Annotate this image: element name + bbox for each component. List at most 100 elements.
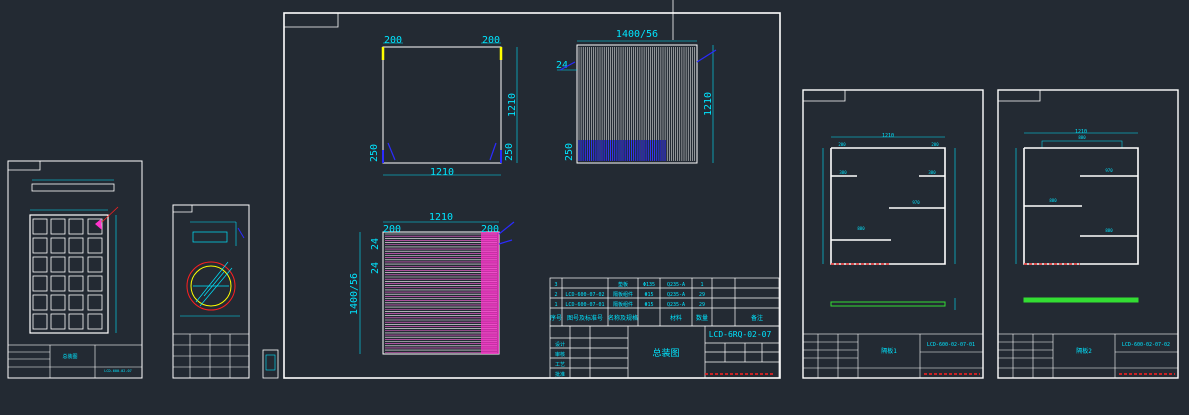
bom-cell-qty: 29 <box>699 292 705 298</box>
sheet-right-2-dim-b: 970 <box>1105 168 1113 173</box>
plate-bottom-dim-left: 200 <box>383 224 401 235</box>
title-label-1: 审核 <box>555 351 565 358</box>
bom-header-name: 名称及规格 <box>608 314 638 322</box>
bom-cell-spec: Φ15 <box>644 292 653 298</box>
sheet-left-1-note: LCD-600-02-07 <box>104 369 131 373</box>
plate-top-left-dim-width: 1210 <box>430 167 454 178</box>
title-label-0: 设计 <box>555 341 565 348</box>
plate-bottom-slats <box>385 233 497 353</box>
bom-cell-qty: 1 <box>700 282 703 288</box>
bom-header-qty: 数量 <box>696 314 708 322</box>
bom-cell-mat: Q235-A <box>667 302 685 308</box>
plate-top-left-dim-left: 200 <box>384 35 402 46</box>
plate-top-right-dim-height: 1210 <box>703 92 714 116</box>
sheet-right-1-dim-f: 880 <box>857 226 865 231</box>
sheet-left-2-circle-outer <box>186 261 236 311</box>
main-drawing-title: 总装图 <box>652 347 679 359</box>
sheet-right-2-title-block <box>997 333 1179 379</box>
plate-top-right: 1400/56 24 1210 250 <box>556 29 717 164</box>
plate-top-right-dim-bottom-left: 250 <box>564 143 575 161</box>
plate-top-left-outline <box>382 46 502 164</box>
bom-cell-no: 1 <box>554 302 557 308</box>
sheet-left-2 <box>172 204 250 379</box>
sheet-right-2-drawing-number: LCD-600-02-07-02 <box>1122 342 1170 348</box>
main-drawing-number: LCD-6RQ-02-07 <box>709 330 772 339</box>
plate-top-right-slats <box>578 47 695 161</box>
sheet-right-2-part <box>1023 147 1139 265</box>
plate-top-left-dim-height: 1210 <box>507 93 518 117</box>
plate-top-right-dim-top: 1400/56 <box>616 29 658 40</box>
title-label-2: 工艺 <box>555 362 565 368</box>
main-sheet: 200 200 1210 1210 250 250 1400/56 24 121… <box>283 0 781 379</box>
plate-bottom-dim-small-b: 24 <box>370 262 381 274</box>
sheet-left-2-frame <box>172 204 250 379</box>
sheet-right-1-dim-c: 380 <box>839 170 847 175</box>
sheet-right-1-drawing-number: LCD-600-02-07-01 <box>927 342 975 348</box>
sheet-right-2-dim-a: 880 <box>1078 135 1086 140</box>
sheet-right-1-dim-e: 970 <box>912 200 920 205</box>
plate-top-right-dim-left: 24 <box>556 60 568 71</box>
bom-cell-name: 隔板组件 <box>613 301 633 308</box>
bom-cell-qty: 29 <box>699 302 705 308</box>
bom-cell-no: 3 <box>554 282 557 288</box>
sheet-right-2-side-view <box>1023 297 1139 303</box>
bom-cell-mat: Q235-A <box>667 292 685 298</box>
plate-bottom-right-band <box>481 232 499 354</box>
plate-top-left-dim-right: 200 <box>482 35 500 46</box>
sheet-right-2-dim-c: 880 <box>1049 198 1057 203</box>
sheet-left-1-magenta-mark <box>95 219 102 230</box>
sheet-right-1-dim-top: 1210 <box>882 133 894 139</box>
plate-bottom-dim-small-a: 24 <box>370 238 381 250</box>
bom-header-mat: 材料 <box>670 314 682 322</box>
small-title-stamp <box>262 349 279 379</box>
sheet-right-2: 1210 880 970 880 880 LCD-600-02-07-02 隔板… <box>997 89 1179 379</box>
plate-top-right-outline <box>576 44 698 164</box>
bom-cell-name: 隔板组件 <box>613 291 633 298</box>
sheet-left-2-circle-inner <box>190 265 232 307</box>
plate-top-left: 200 200 1210 1210 250 250 <box>369 35 518 178</box>
plate-bottom-dim-right: 200 <box>481 224 499 235</box>
plate-top-left-dim-corner-right: 250 <box>504 143 515 161</box>
sheet-left-2-part-view <box>192 231 228 243</box>
sheet-left-2-spokes <box>193 261 233 307</box>
bom-cell-mat: Q235-A <box>667 282 685 288</box>
plate-top-left-dim-corner-left: 250 <box>369 144 380 162</box>
sheet-left-1-cells <box>32 218 103 330</box>
plate-top-right-slat-ends <box>578 140 666 161</box>
bom-header-no: 序号 <box>550 314 562 322</box>
sheet-right-1-title: 隔板1 <box>881 347 897 355</box>
sheet-left-1-top-bar <box>31 183 115 192</box>
main-sheet-corner-label <box>284 13 339 28</box>
plate-bottom: 1210 200 200 1400/56 24 24 <box>349 212 515 355</box>
sheet-right-1-dim-b: 200 <box>931 142 939 147</box>
bom-cell-code: LCD-600-07-02 <box>565 292 604 298</box>
sheet-right-1-dim-d: 380 <box>928 170 936 175</box>
sheet-right-1-side-view <box>830 301 946 307</box>
bom-cell-no: 2 <box>554 292 557 298</box>
bom-cell-code: LCD-600-07-01 <box>565 302 604 308</box>
bom-header-code: 图号及标准号 <box>567 314 603 322</box>
sheet-right-2-dim-top: 1210 <box>1075 129 1087 135</box>
sheet-right-1-part <box>830 147 946 265</box>
main-title-block: LCD-6RQ-02-07 总装图 设计 审核 工艺 批准 <box>549 325 780 379</box>
bom-header-note: 备注 <box>751 314 763 322</box>
sheet-right-1-title-block <box>802 333 984 379</box>
bom-cell-name: 垫板 <box>618 281 628 288</box>
bom-table: 3 垫板 Φ135 Q235-A 1 2 LCD-600-07-02 隔板组件 Φ15 Q235-… <box>549 277 780 327</box>
sheet-left-1-title: 总装图 <box>62 353 77 360</box>
sheet-left-1-title-block <box>7 344 143 379</box>
main-sheet-frame <box>283 12 781 379</box>
bom-cell-spec: Φ15 <box>644 302 653 308</box>
sheet-left-1-grid <box>29 214 109 334</box>
sheet-left-1-frame <box>7 160 143 379</box>
plate-bottom-dim-height: 1400/56 <box>349 273 360 315</box>
sheet-right-2-title: 隔板2 <box>1076 347 1092 355</box>
sheet-right-1-dim-a: 200 <box>838 142 846 147</box>
sheet-left-1: 总装图 LCD-600-02-07 <box>7 160 143 379</box>
plate-bottom-dim-width: 1210 <box>429 212 453 223</box>
sheet-right-2-dim-d: 880 <box>1105 228 1113 233</box>
bom-cell-spec: Φ135 <box>643 282 655 288</box>
title-label-3: 批准 <box>555 371 565 378</box>
sheet-left-2-title-block <box>172 333 250 379</box>
